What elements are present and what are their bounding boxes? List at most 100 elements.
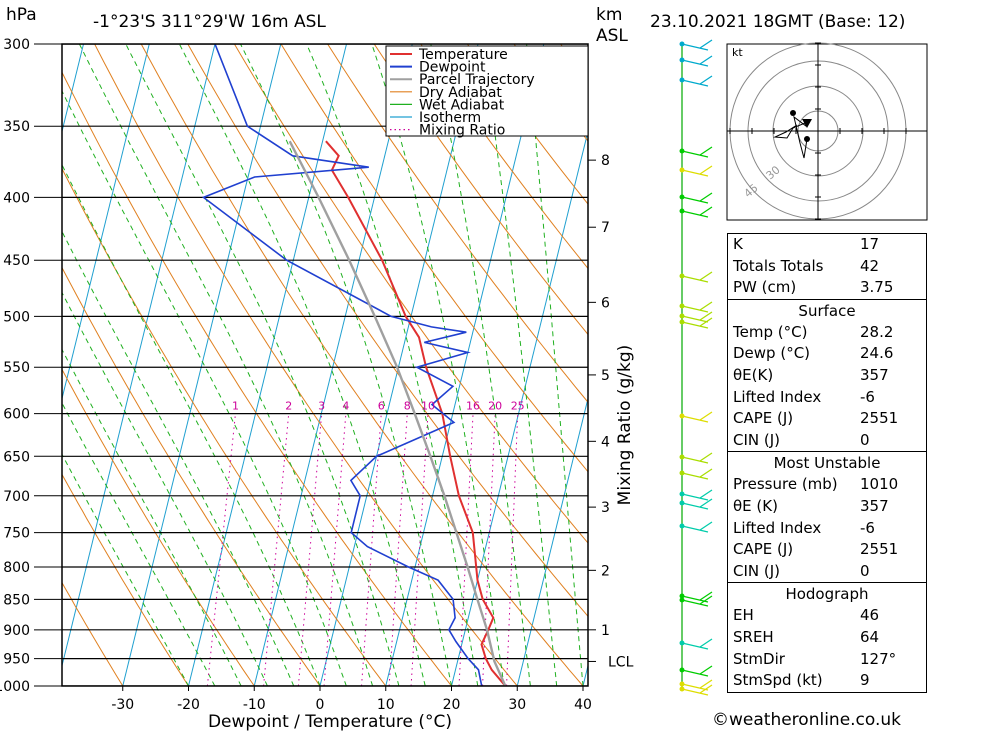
wind-barb-feather — [699, 146, 713, 156]
mixing-ratio-line — [506, 413, 519, 686]
height-tick-label: LCL — [608, 654, 634, 670]
main-indices: K 17 Totals Totals 42 PW (cm) 3.75 — [727, 233, 927, 300]
wind-barb-staff — [681, 196, 709, 204]
mu-row: Pressure (mb) 1010 — [728, 474, 926, 496]
wind-barb-staff — [681, 502, 709, 510]
index-value: -6 — [860, 387, 875, 406]
index-label: StmDir — [733, 649, 785, 668]
wind-barb — [679, 192, 713, 204]
height-tick-label: 7 — [601, 220, 610, 236]
index-label: StmSpd (kt) — [733, 671, 823, 690]
wind-barb — [679, 452, 713, 464]
index-label: K — [733, 235, 743, 253]
surface-row: CAPE (J) 2551 — [728, 408, 926, 430]
wind-barb — [679, 411, 713, 423]
index-label: EH — [733, 606, 754, 625]
height-tick-label: 3 — [601, 500, 610, 516]
datetime-title: 23.10.2021 18GMT (Base: 12) — [650, 12, 905, 32]
wind-barb-feather — [699, 75, 713, 85]
height-tick-label: 8 — [601, 153, 610, 169]
most-unstable-title: Most Unstable — [773, 454, 881, 473]
dry-adiabat-line — [420, 44, 588, 270]
series-dewpoint — [201, 44, 483, 686]
mu-row: CAPE (J) 2551 — [728, 539, 926, 561]
mu-row: Lifted Index -6 — [728, 518, 926, 540]
index-label: PW (cm) — [733, 278, 797, 297]
legend-entry: Isotherm — [419, 110, 481, 126]
wind-barb-feather — [699, 411, 713, 421]
index-label: CAPE (J) — [733, 409, 794, 428]
dry-adiabat-line — [62, 167, 387, 686]
temperature-tick-label: 30 — [508, 697, 526, 713]
index-value: 0 — [860, 561, 870, 580]
index-row-k: K 17 — [728, 234, 926, 256]
surface-title: Surface — [798, 301, 856, 320]
series-temperature — [325, 140, 507, 686]
wind-barb-staff — [681, 599, 709, 607]
copyright-link[interactable]: ©weatheronline.co.uk — [712, 710, 902, 730]
wind-barb — [679, 165, 713, 177]
surface-row: Temp (°C) 28.2 — [728, 322, 926, 344]
mixing-ratio-label: 6 — [378, 400, 385, 413]
pressure-tick-label: 600 — [3, 407, 30, 423]
height-tick-label: 4 — [601, 434, 610, 450]
mixing-ratio-line — [361, 413, 382, 686]
wind-barb-staff — [681, 415, 709, 423]
wet-adiabat-line — [62, 163, 321, 686]
wind-barb — [679, 317, 713, 329]
surface-row: Lifted Index -6 — [728, 387, 926, 409]
wind-barb — [679, 146, 713, 158]
wind-barb-staff — [681, 688, 709, 696]
wet-adiabat-line — [526, 44, 584, 686]
pressure-tick-label: 900 — [3, 623, 30, 639]
storm-motion-marker — [802, 119, 812, 128]
mixing-ratio-line — [410, 413, 429, 686]
mixing-ratio-label: 3 — [318, 400, 325, 413]
mixing-ratio-line — [206, 413, 236, 686]
wind-barb-feather — [699, 165, 713, 175]
wind-barb — [679, 39, 713, 51]
index-value: 28.2 — [860, 322, 894, 341]
hodograph-title: Hodograph — [785, 585, 869, 604]
wind-barb-staff — [681, 493, 709, 501]
height-tick-label: 1 — [601, 623, 610, 639]
wind-barb-staff — [681, 169, 709, 177]
surface-row: θE(K) 357 — [728, 365, 926, 387]
height-tick-label: 6 — [601, 295, 610, 311]
dry-adiabat-line — [62, 368, 255, 686]
wind-barb — [679, 468, 713, 480]
wind-barb — [679, 55, 713, 67]
hodograph: kt 45 30 — [726, 42, 928, 221]
wind-barb-staff — [681, 456, 709, 464]
wet-adiabat-line — [62, 402, 216, 686]
mixing-ratio-label: 2 — [285, 400, 292, 413]
wind-barb-feather — [699, 468, 713, 478]
wind-barb-feather — [699, 665, 713, 675]
pressure-tick-label: 300 — [3, 37, 30, 53]
index-value: 46 — [860, 606, 880, 625]
wind-barb-staff — [681, 472, 709, 480]
index-label: θE(K) — [733, 365, 774, 384]
dry-adiabat-line — [62, 473, 189, 686]
mixing-ratio-label: 16 — [466, 400, 480, 413]
wet-adiabat-line — [125, 44, 400, 686]
dry-adiabat-line — [280, 44, 588, 473]
wet-adiabat-line — [62, 230, 295, 686]
wind-barb-staff — [681, 305, 709, 313]
index-value: -6 — [860, 518, 875, 537]
temperature-tick-label: -30 — [111, 697, 134, 713]
surface-row: CIN (J) 0 — [728, 430, 926, 452]
pressure-tick-label: 550 — [3, 360, 30, 376]
mixing-ratio-line — [297, 413, 323, 686]
isotherm-line — [122, 44, 282, 686]
wind-barb-feather — [699, 311, 713, 321]
index-label: Dewp (°C) — [733, 344, 811, 363]
wind-barb — [679, 638, 713, 650]
wet-adiabat-line — [62, 90, 347, 686]
wet-adiabat-line — [62, 291, 268, 686]
wet-adiabat-line — [306, 44, 479, 686]
hodo-row: StmDir 127° — [728, 649, 926, 671]
wind-barb — [679, 311, 713, 323]
wind-barb — [679, 665, 713, 677]
